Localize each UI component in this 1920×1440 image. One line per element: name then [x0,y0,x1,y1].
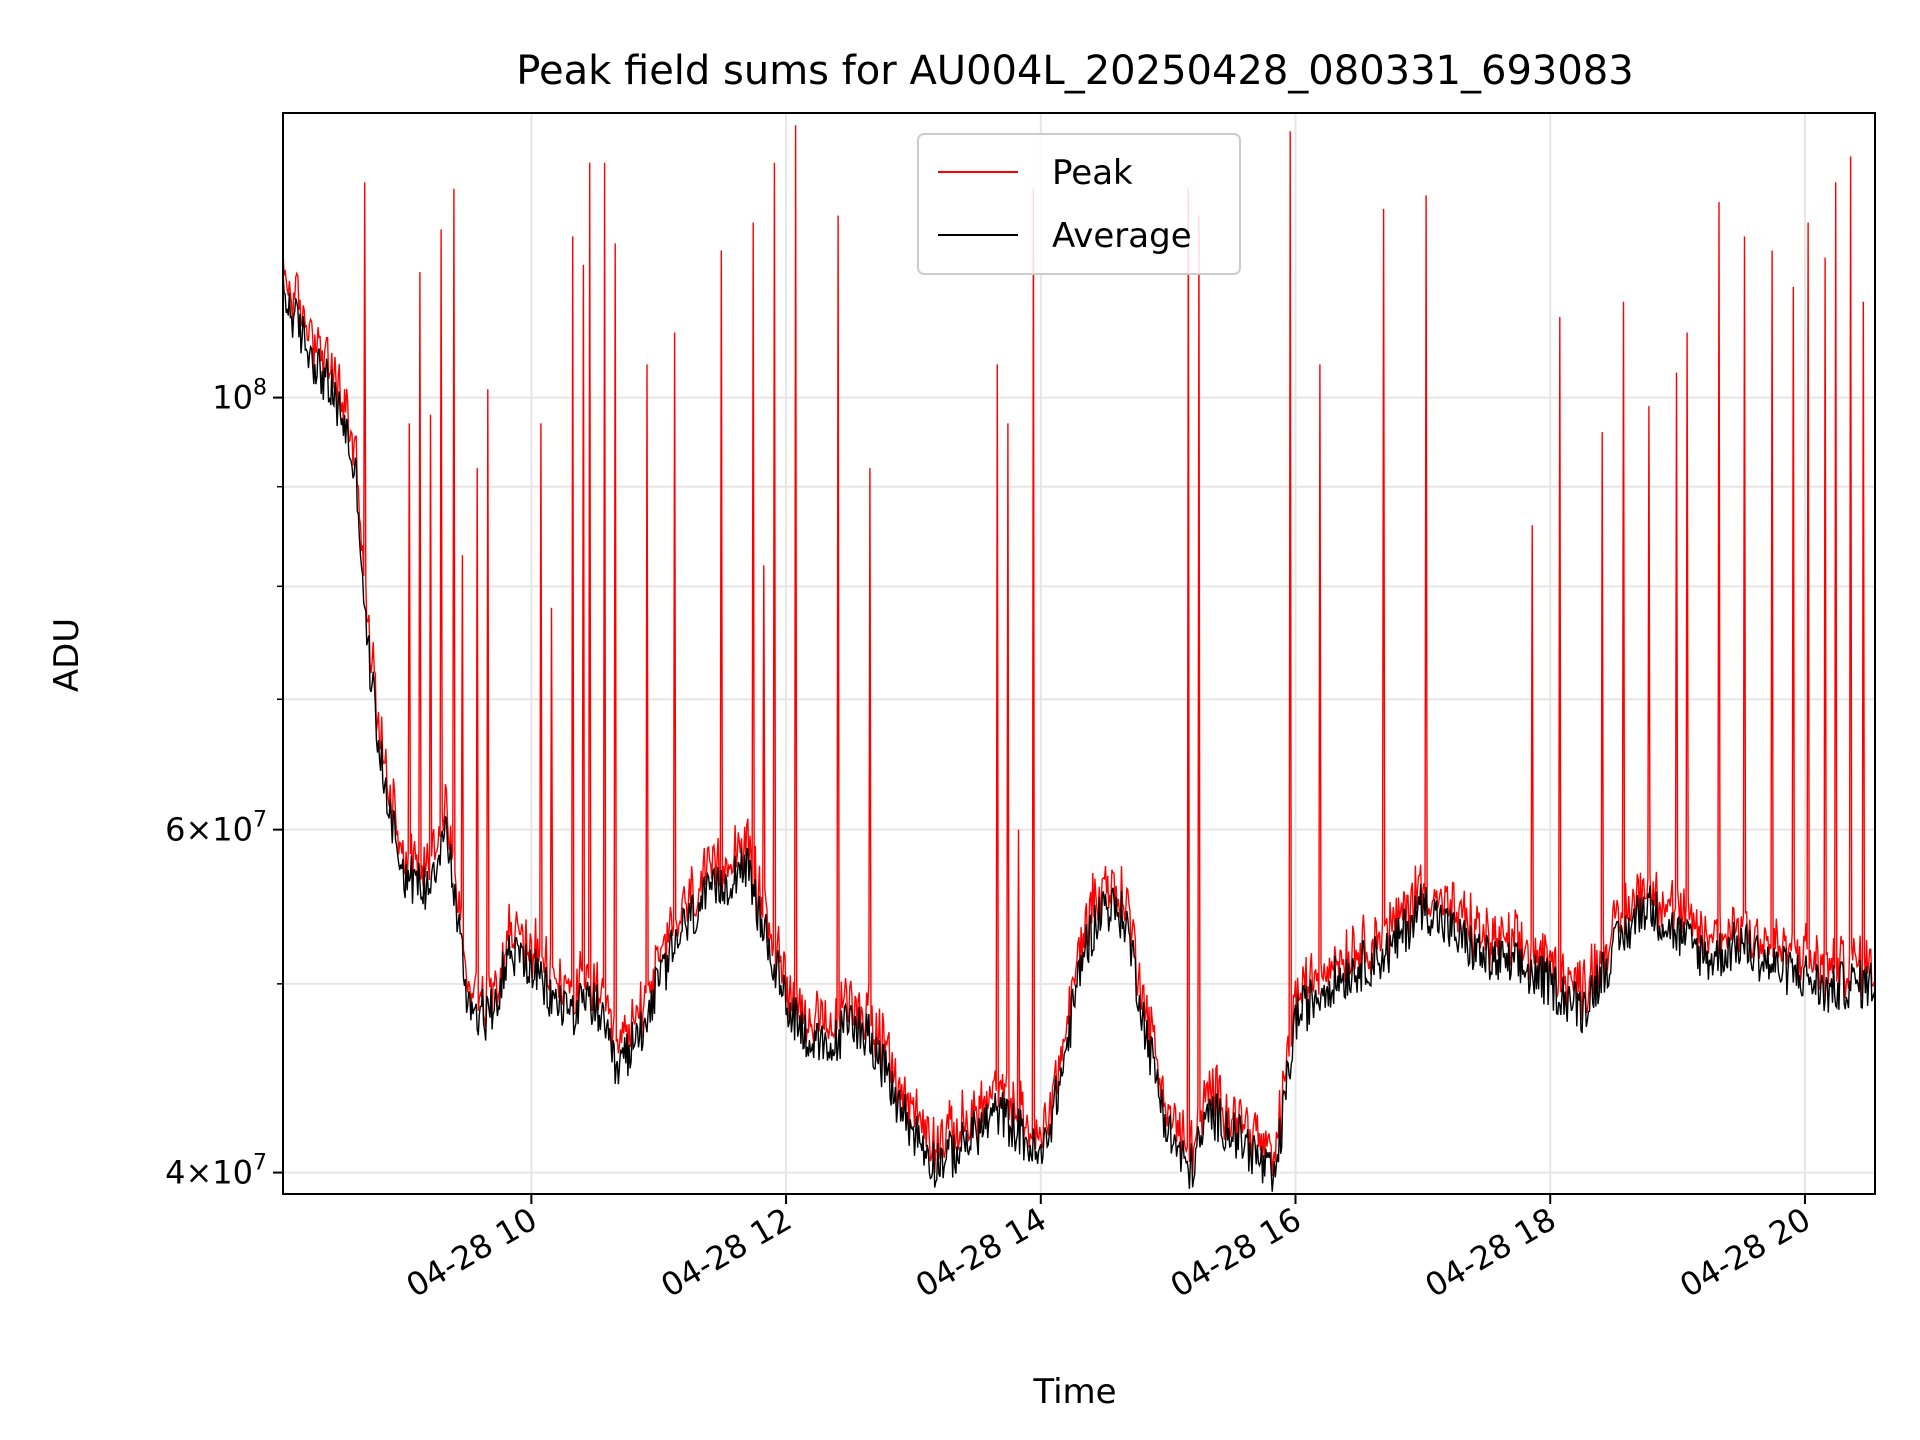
plot-frame [282,112,1876,1195]
y-tick-label: 108 [212,376,267,417]
y-axis-label: ADU [47,618,87,692]
legend-label-average: Average [1052,216,1192,256]
series-average [282,271,1876,1192]
x-axis-label: Time [1032,1372,1116,1412]
grid [283,113,1875,1194]
legend-label-peak: Peak [1052,153,1133,193]
average-series-line [282,271,1876,1192]
legend: Peak Average [917,133,1241,275]
peak-series-line [282,125,1876,1176]
chart-title: Peak field sums for AU004L_20250428_0803… [516,48,1633,94]
y-tick-label: 4×107 [165,1151,267,1192]
series-peak [282,125,1876,1176]
legend-box [917,133,1241,275]
y-tick-label: 6×107 [165,808,267,849]
